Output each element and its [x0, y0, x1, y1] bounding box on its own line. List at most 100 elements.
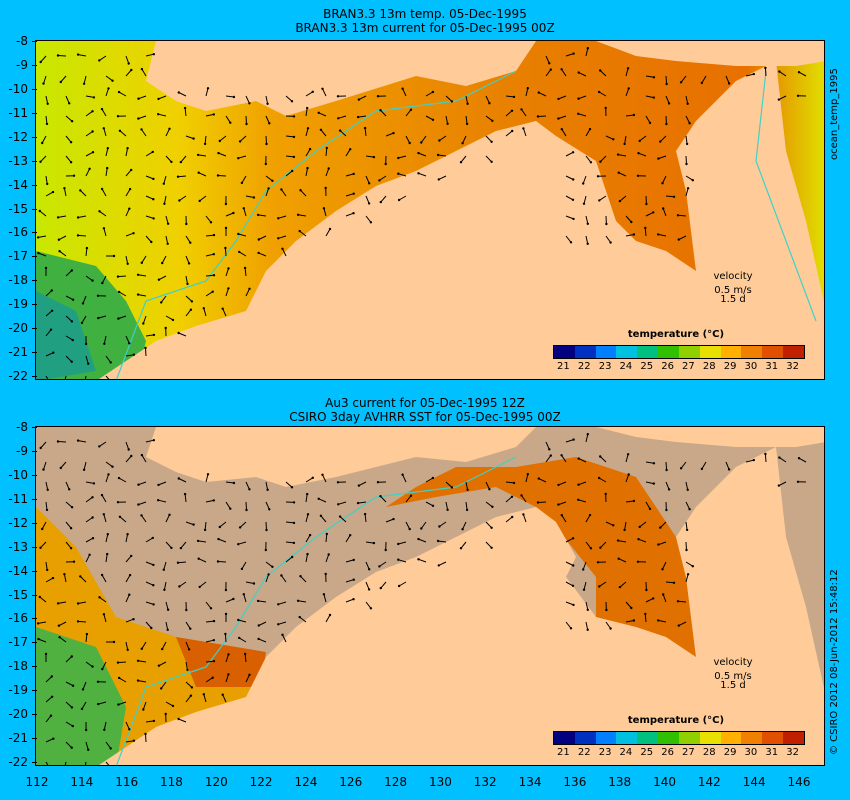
current-arrow-head [319, 128, 323, 131]
current-arrow-head [197, 171, 200, 174]
current-arrow-head [582, 202, 586, 205]
current-arrow [258, 621, 267, 626]
current-arrow [165, 128, 170, 137]
current-arrow [578, 72, 587, 77]
current-arrow [625, 620, 634, 623]
current-arrow-head [177, 477, 180, 480]
current-arrow-head [132, 232, 135, 235]
current-arrow-head [267, 187, 270, 190]
top-isobath [116, 70, 517, 379]
current-arrow [205, 601, 212, 609]
current-arrow [105, 761, 110, 765]
current-arrow-head [586, 608, 589, 611]
current-arrow [365, 155, 374, 158]
current-arrow-head [102, 227, 106, 230]
current-arrow-head [512, 95, 516, 99]
current-arrow-head [82, 82, 86, 85]
current-arrow [285, 481, 293, 488]
current-arrow [105, 554, 108, 563]
current-arrow-head [777, 484, 781, 487]
current-arrow-head [166, 242, 169, 245]
current-arrow [460, 541, 467, 549]
current-arrow-head [299, 575, 302, 578]
current-arrow-head [597, 476, 601, 480]
current-arrow-head [142, 708, 145, 711]
top-current-arrows [36, 47, 807, 379]
current-arrow [537, 115, 547, 117]
current-arrow-head [298, 229, 301, 233]
current-arrow-head [537, 477, 540, 480]
current-arrow-head [409, 108, 413, 111]
current-arrow [625, 500, 634, 503]
current-arrow [105, 88, 109, 97]
current-arrow [158, 95, 167, 100]
current-arrow [505, 516, 513, 523]
current-arrow [585, 155, 592, 163]
colorbar-swatch [658, 346, 679, 358]
current-arrow-head [605, 222, 608, 226]
current-arrow-head [196, 153, 200, 157]
current-arrow [40, 155, 47, 163]
top-isobath-east [755, 70, 817, 322]
current-arrow [85, 517, 93, 523]
current-arrow-head [232, 95, 236, 99]
current-arrow-head [686, 102, 689, 105]
current-arrow-head [106, 147, 110, 150]
current-arrow-head [369, 221, 373, 224]
y-tick-label: -12 [2, 516, 37, 530]
colorbar-swatch [616, 732, 638, 744]
current-arrow [105, 461, 113, 468]
current-arrow [119, 516, 127, 523]
current-arrow-head [617, 171, 620, 174]
current-arrow-head [68, 102, 71, 105]
colorbar-tick-label: 32 [786, 747, 799, 758]
bottom-new-guinea-land [596, 427, 824, 447]
current-arrow [418, 558, 427, 563]
current-arrow-head [321, 473, 324, 476]
current-arrow [338, 501, 347, 505]
current-arrow-head [238, 636, 241, 640]
current-arrow [505, 481, 515, 484]
current-arrow-head [38, 209, 41, 213]
current-arrow [78, 54, 87, 57]
current-arrow-head [652, 96, 655, 99]
current-arrow-head [597, 90, 601, 94]
current-arrow-head [292, 115, 296, 118]
current-arrow-head [100, 573, 104, 577]
y-tick-label: -8 [2, 34, 37, 48]
current-arrow-head [264, 162, 267, 166]
current-arrow-head [417, 537, 420, 541]
current-arrow [618, 154, 627, 157]
colorbar-tick-label: 29 [723, 747, 737, 758]
current-arrow [425, 115, 434, 121]
current-arrow-head [572, 52, 575, 55]
current-arrow-head [229, 507, 232, 510]
current-arrow [745, 459, 754, 463]
current-arrow [380, 495, 387, 503]
current-arrow-head [91, 496, 94, 499]
current-arrow-head [221, 693, 224, 696]
x-tick-label: 140 [653, 775, 676, 789]
current-arrow-head [151, 536, 154, 540]
current-arrow [158, 481, 167, 486]
current-arrow [225, 674, 229, 683]
x-tick-label: 120 [204, 775, 228, 789]
current-arrow-head [189, 694, 193, 697]
current-arrow-head [352, 192, 355, 195]
current-arrow [680, 461, 687, 469]
current-arrow-head [171, 318, 175, 322]
current-arrow [45, 290, 53, 297]
current-arrow-head [465, 122, 469, 126]
current-arrow [485, 95, 490, 104]
current-arrow-head [216, 560, 220, 563]
current-arrow-head [132, 618, 135, 621]
current-arrow [605, 235, 612, 243]
current-arrow [125, 232, 134, 237]
current-arrow-head [221, 307, 224, 310]
current-arrow [258, 638, 267, 643]
current-arrow-head [308, 533, 312, 537]
current-arrow-head [685, 548, 688, 552]
current-arrow-head [111, 465, 114, 468]
current-arrow [178, 92, 187, 97]
current-arrow [205, 253, 214, 257]
